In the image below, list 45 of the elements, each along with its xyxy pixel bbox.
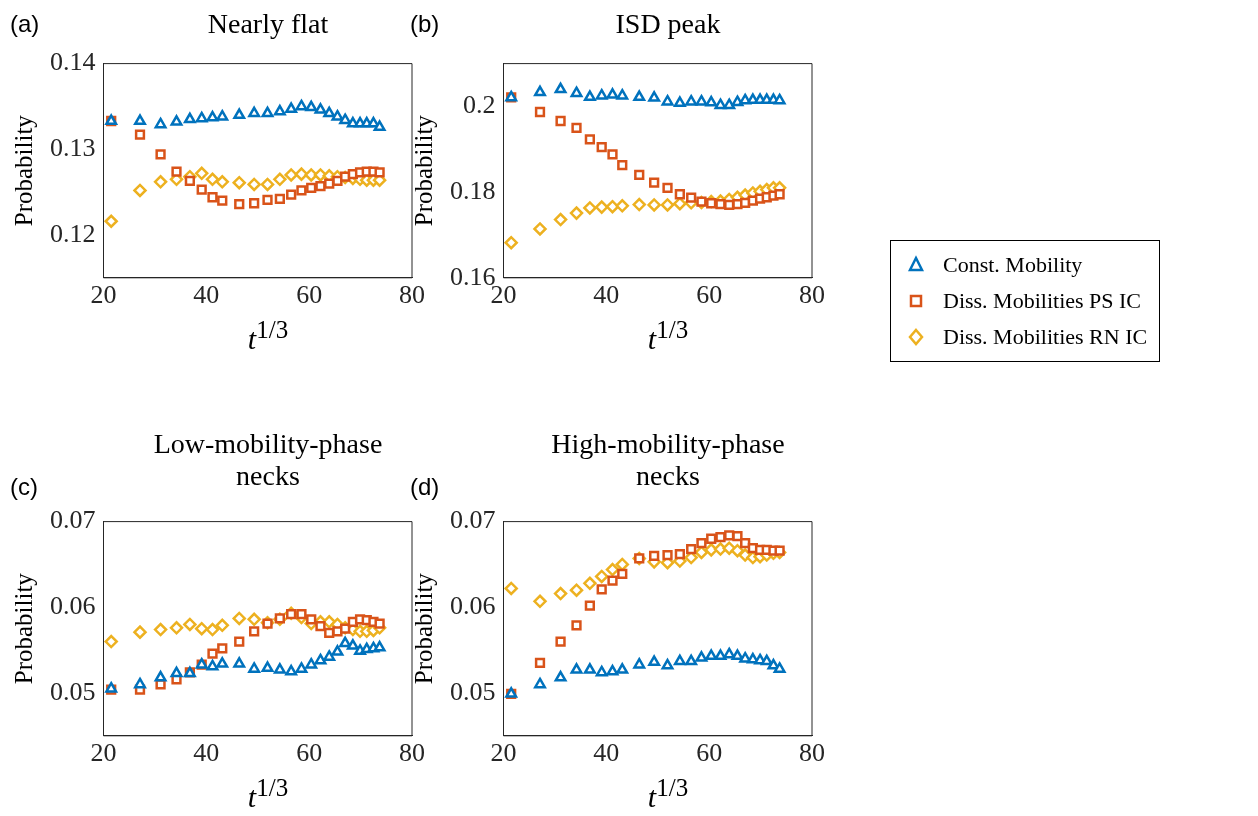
y-axis-title: Probability <box>409 572 437 685</box>
x-tick-label: 60 <box>696 738 723 768</box>
x-tick-label: 80 <box>799 280 825 310</box>
y-tick-label: 0.06 <box>450 591 496 621</box>
x-tick-label: 60 <box>296 280 323 310</box>
x-tick-label: 40 <box>193 738 220 768</box>
chart-title: Nearly flat <box>206 8 330 40</box>
x-tick-label: 20 <box>90 280 117 310</box>
legend-label: Diss. Mobilities RN IC <box>943 323 1148 351</box>
y-tick-label: 0.05 <box>50 676 96 706</box>
chart-title: ISD peak <box>614 8 722 40</box>
y-axis-title: Probability <box>9 114 37 227</box>
y-tick-label: 0.06 <box>50 591 96 621</box>
y-axis-title: Probability <box>9 572 37 685</box>
text: (a) <box>10 10 40 38</box>
y-axis-title: Probability <box>409 114 437 227</box>
y-tick-label: 0.07 <box>50 505 96 535</box>
y-tick-label: 0.2 <box>463 90 496 120</box>
x-axis-title: t$^{1/3}$ <box>247 774 289 813</box>
y-tick-label: 0.05 <box>450 676 496 706</box>
y-tick-label: 0.07 <box>450 505 496 535</box>
x-tick-label: 40 <box>593 738 620 768</box>
text: (b) <box>410 10 440 38</box>
legend-label: Diss. Mobilities PS IC <box>943 287 1142 315</box>
y-tick-label: 0.12 <box>50 218 96 248</box>
legend-label: Const. Mobility <box>943 251 1083 279</box>
x-tick-label: 20 <box>90 738 117 768</box>
x-tick-label: 40 <box>593 280 620 310</box>
x-tick-label: 80 <box>399 280 425 310</box>
y-tick-label: 0.13 <box>50 133 96 163</box>
x-axis-title: t$^{1/3}$ <box>247 316 289 355</box>
x-axis-title: t$^{1/3}$ <box>647 316 689 355</box>
x-tick-label: 20 <box>490 738 517 768</box>
x-tick-label: 80 <box>799 738 825 768</box>
x-tick-label: 80 <box>399 738 425 768</box>
text: (c) <box>10 473 38 501</box>
text: (d) <box>410 473 440 501</box>
chart-title: High-mobility-phase necks <box>550 428 786 492</box>
x-tick-label: 60 <box>696 280 723 310</box>
x-tick-label: 40 <box>193 280 220 310</box>
x-axis-title: t$^{1/3}$ <box>647 774 689 813</box>
chart-title: Low-mobility-phase necks <box>152 428 384 492</box>
y-tick-label: 0.18 <box>450 175 496 205</box>
y-tick-label: 0.14 <box>50 47 96 77</box>
x-tick-label: 60 <box>296 738 323 768</box>
